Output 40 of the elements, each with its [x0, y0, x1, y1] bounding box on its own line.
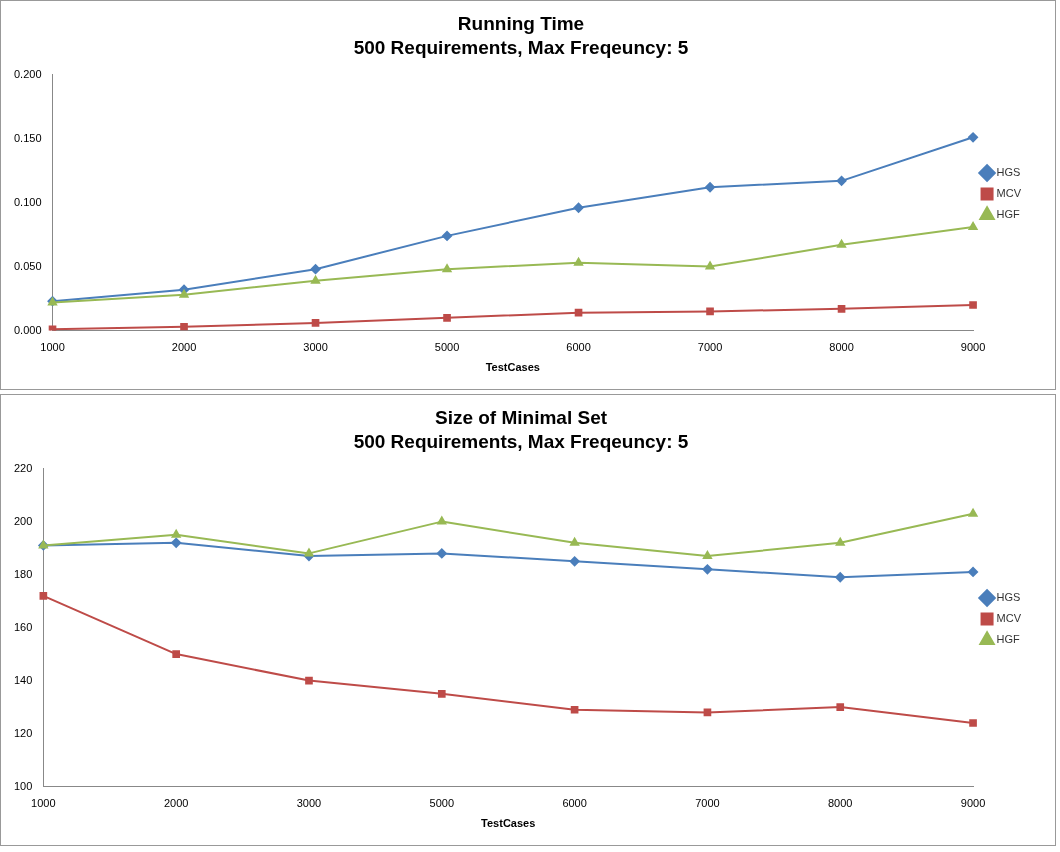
x-tick-label: 9000: [960, 341, 986, 354]
x-tick-label: 2000: [171, 341, 197, 354]
legend-label: HGF: [996, 208, 1021, 221]
x-tick-label: 7000: [697, 341, 723, 354]
x-tick-label: 8000: [828, 797, 853, 810]
x-tick-label: 6000: [566, 341, 591, 354]
y-tick-label: 0.200: [14, 67, 42, 80]
legend-label: HGS: [996, 591, 1021, 604]
x-axis-title: TestCases: [485, 361, 540, 374]
x-tick-label: 9000: [960, 797, 986, 810]
y-tick-label: 120: [13, 726, 33, 739]
y-tick-label: 160: [13, 620, 33, 633]
legend-label: HGS: [996, 166, 1021, 179]
y-tick-label: 200: [13, 514, 33, 527]
chart-subtitle: 500 Requirements, Max Freqeuncy: 5: [353, 37, 689, 59]
x-tick-label: 6000: [562, 797, 587, 810]
y-tick-label: 180: [13, 567, 33, 580]
y-tick-label: 220: [13, 461, 33, 474]
x-tick-label: 5000: [434, 341, 460, 354]
x-tick-label: 7000: [695, 797, 720, 810]
y-tick-label: 0.050: [14, 259, 42, 272]
x-tick-label: 1000: [40, 341, 65, 354]
y-tick-label: 100: [13, 779, 33, 792]
x-axis-title: TestCases: [481, 817, 536, 830]
chart-subtitle: 500 Requirements, Max Freqeuncy: 5: [353, 431, 689, 453]
x-tick-label: 1000: [31, 797, 56, 810]
legend-label: HGF: [996, 633, 1021, 646]
y-tick-label: 0.100: [14, 195, 42, 208]
chart-title: Running Time: [457, 12, 585, 34]
x-tick-label: 3000: [296, 797, 322, 810]
legend-label: MCV: [996, 612, 1022, 625]
legend-label: MCV: [996, 187, 1022, 200]
x-tick-label: 5000: [429, 797, 455, 810]
x-tick-label: 2000: [163, 797, 189, 810]
y-tick-label: 0.000: [14, 323, 42, 336]
y-tick-label: 140: [13, 673, 33, 686]
x-tick-label: 3000: [303, 341, 328, 354]
y-tick-label: 0.150: [14, 131, 42, 144]
x-tick-label: 8000: [829, 341, 854, 354]
chart-title: Size of Minimal Set: [434, 406, 608, 428]
